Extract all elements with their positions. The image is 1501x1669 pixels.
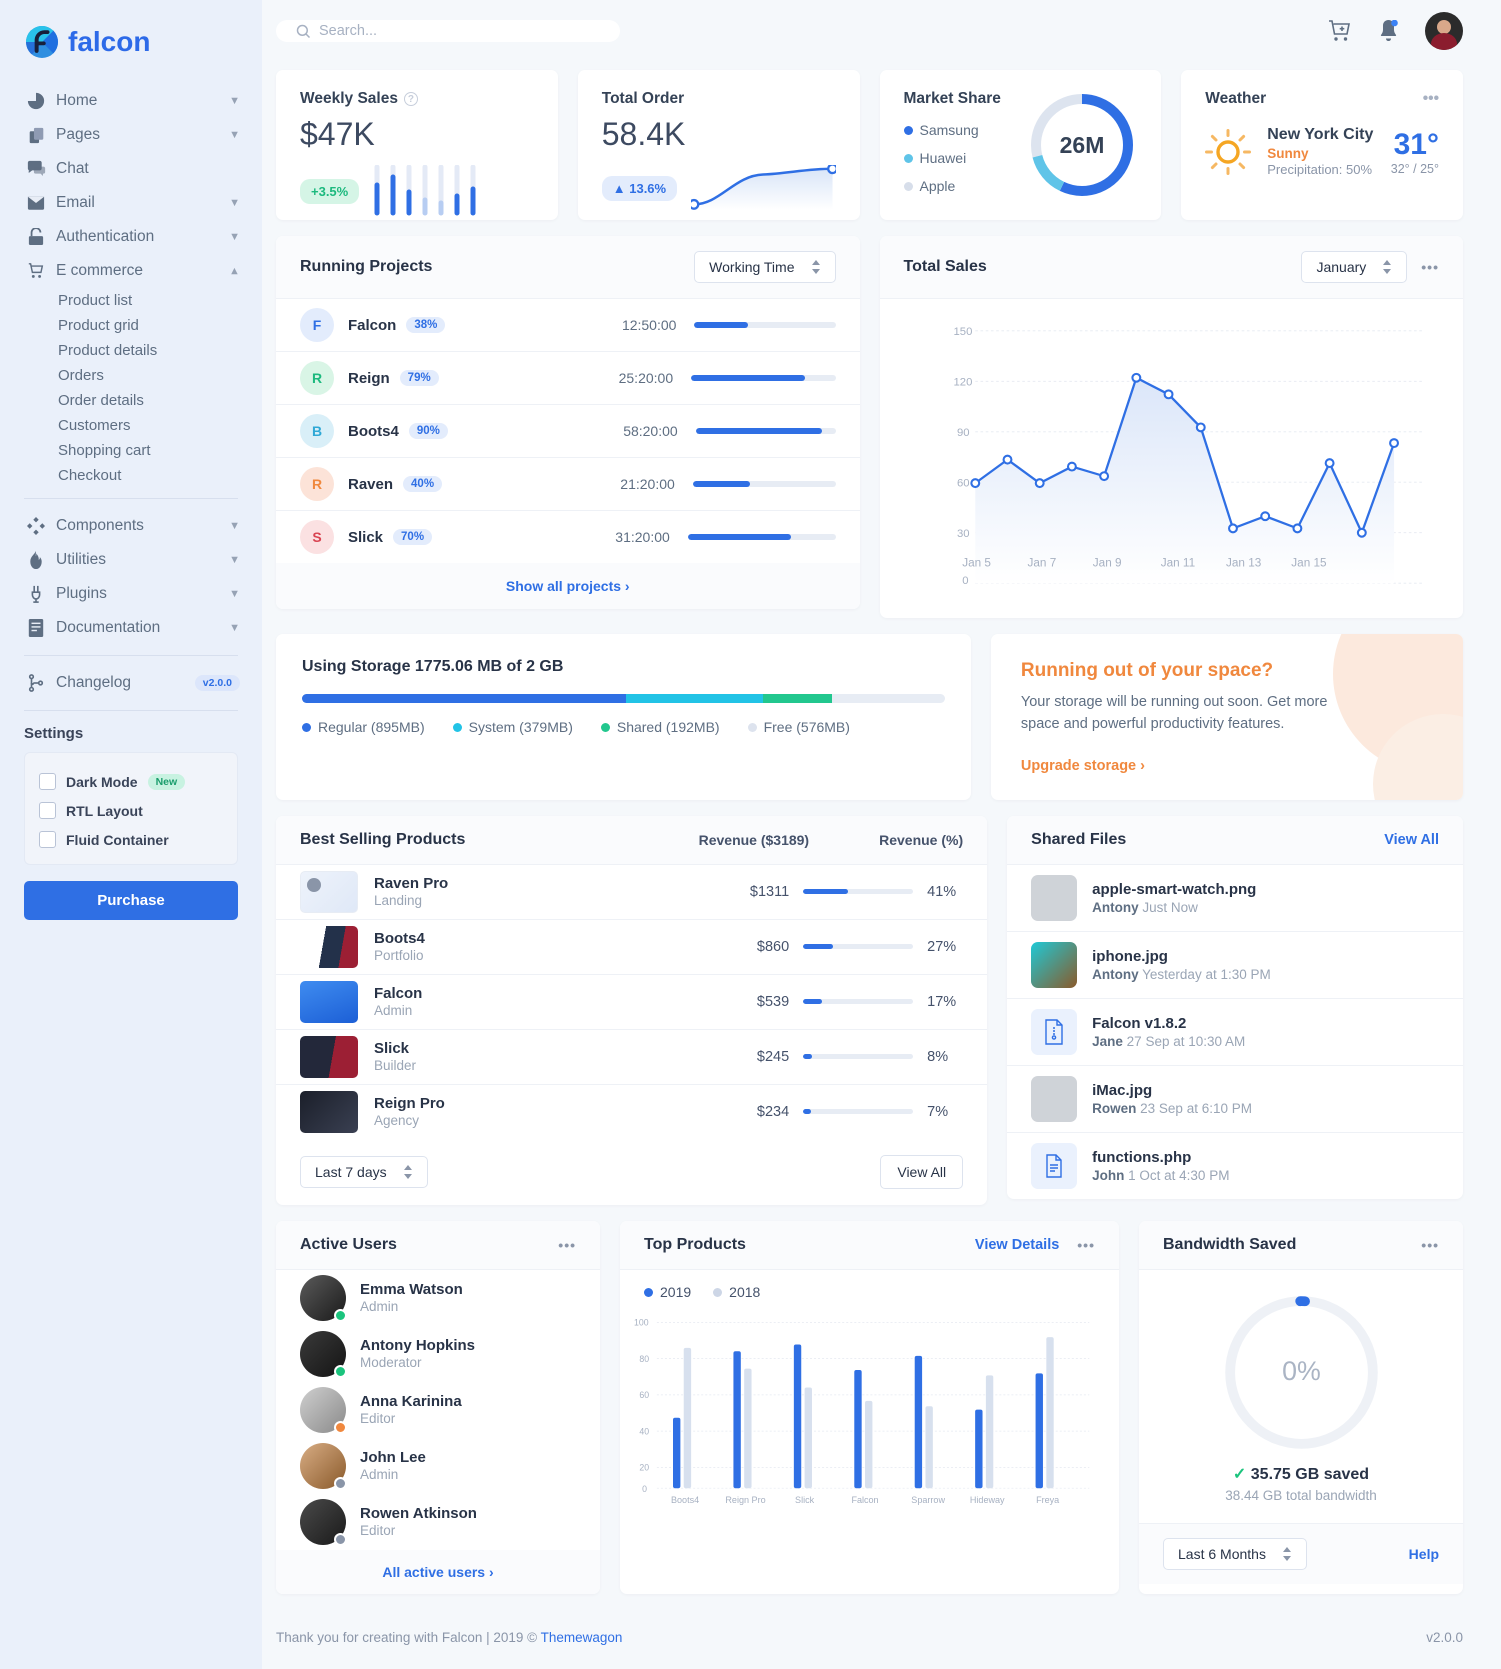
svg-text:150: 150	[953, 326, 972, 338]
svg-text:Jan 13: Jan 13	[1226, 557, 1262, 570]
svg-text:Sparrow: Sparrow	[911, 1494, 945, 1504]
svg-text:Jan 11: Jan 11	[1160, 557, 1194, 570]
svg-text:60: 60	[957, 478, 970, 490]
svg-text:40: 40	[639, 1426, 649, 1436]
svg-text:Boots4: Boots4	[671, 1494, 699, 1504]
svg-text:30: 30	[957, 528, 970, 540]
svg-text:90: 90	[957, 427, 970, 439]
svg-text:100: 100	[634, 1317, 649, 1327]
svg-text:Freya: Freya	[1036, 1494, 1060, 1504]
svg-text:0%: 0%	[1282, 1356, 1321, 1386]
svg-text:Jan 15: Jan 15	[1291, 557, 1327, 570]
svg-text:0: 0	[962, 575, 968, 587]
svg-text:Jan 9: Jan 9	[1092, 557, 1121, 570]
svg-text:0: 0	[642, 1484, 647, 1494]
svg-text:120: 120	[953, 377, 972, 389]
svg-text:Falcon: Falcon	[851, 1494, 878, 1504]
svg-text:Jan 5: Jan 5	[962, 557, 991, 570]
svg-text:Jan 7: Jan 7	[1027, 557, 1056, 570]
svg-text:26M: 26M	[1060, 132, 1105, 158]
svg-text:Hideway: Hideway	[970, 1494, 1005, 1504]
svg-text:80: 80	[639, 1353, 649, 1363]
svg-text:Slick: Slick	[795, 1494, 815, 1504]
svg-text:20: 20	[639, 1462, 649, 1472]
svg-text:60: 60	[639, 1390, 649, 1400]
svg-text:Reign Pro: Reign Pro	[725, 1494, 765, 1504]
